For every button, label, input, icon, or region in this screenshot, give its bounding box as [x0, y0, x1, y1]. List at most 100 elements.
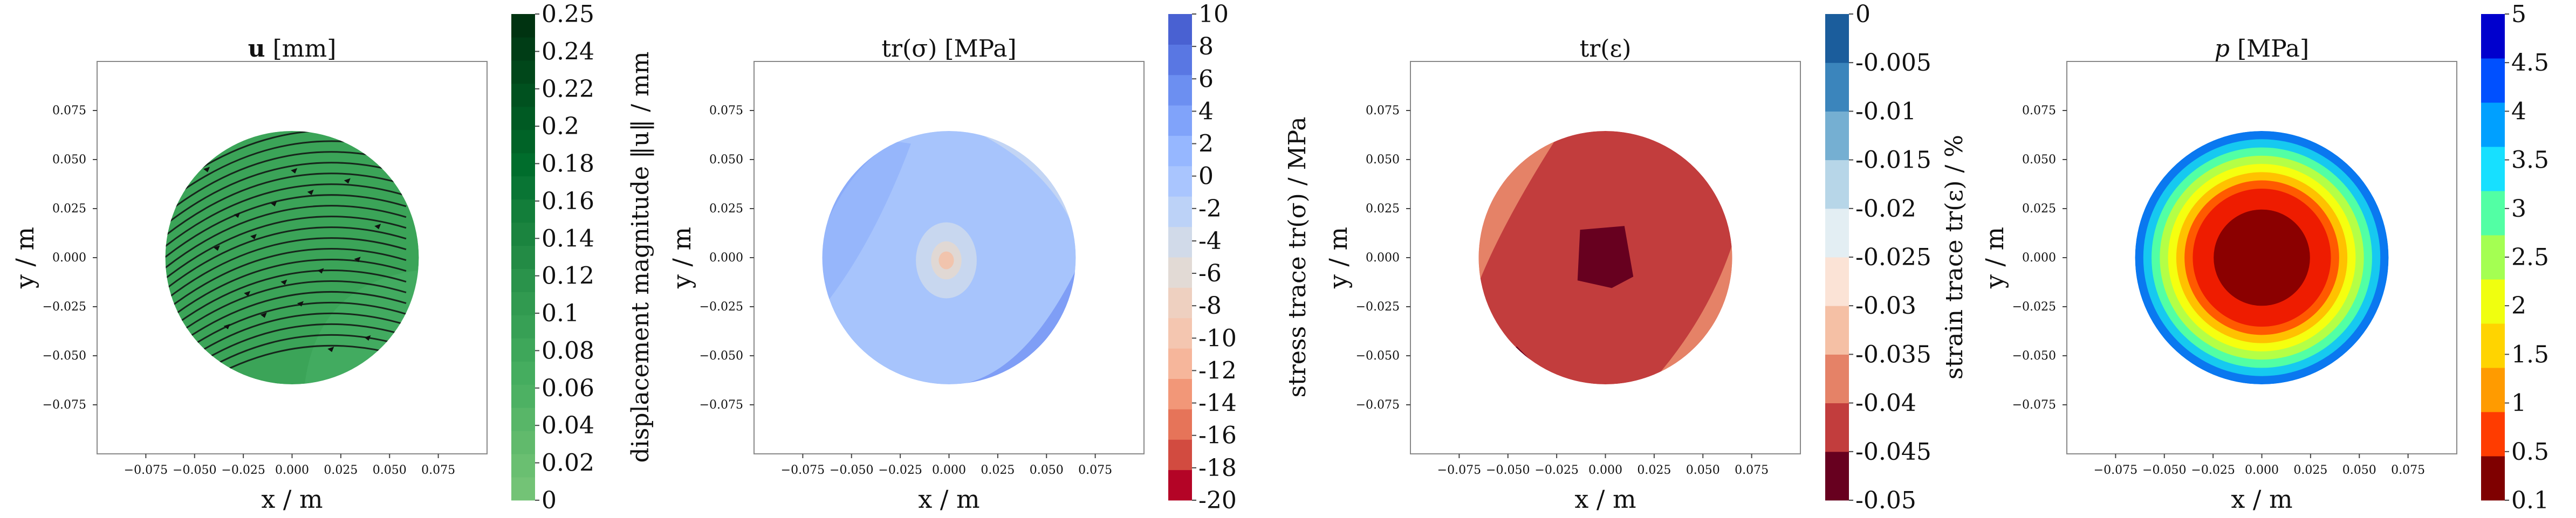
y-tick-label: −0.075 — [43, 398, 86, 412]
colorbar-tick-label: 0.08 — [542, 337, 594, 364]
colorbar-tick-label: -0.01 — [1855, 98, 1916, 125]
panel-title: p [MPa] — [2215, 35, 2309, 63]
colorbar-tick-label: 3 — [2511, 195, 2526, 223]
y-tick-label: 0.075 — [52, 104, 86, 118]
colorbar-band — [2481, 235, 2505, 280]
streamline-arrow — [203, 167, 210, 172]
streamline-arrow — [213, 245, 220, 251]
colorbar-band — [2481, 102, 2505, 147]
colorbar-band — [1825, 160, 1849, 209]
y-axis-label: y / m — [667, 227, 696, 289]
y-tick-label: 0.075 — [1366, 104, 1400, 118]
x-tick-label: −0.025 — [2191, 464, 2235, 477]
y-tick-label: 0.050 — [1366, 153, 1400, 167]
colorbar-band — [1168, 135, 1192, 167]
colorbar-band — [511, 361, 535, 385]
field-region — [1478, 131, 1732, 384]
streamline — [165, 280, 407, 344]
colorbar-tick-label: 0 — [1855, 1, 1871, 28]
colorbar-band — [2481, 323, 2505, 368]
x-tick-label: −0.050 — [1486, 464, 1530, 477]
x-tick-label: 0.000 — [1588, 464, 1622, 477]
x-tick-label: 0.050 — [1686, 464, 1720, 477]
streamline-arrow — [280, 279, 287, 285]
colorbar-band — [1168, 165, 1192, 197]
colorbar-band — [511, 245, 535, 269]
colorbar-band — [1168, 44, 1192, 75]
colorbar-band — [1825, 306, 1849, 355]
colorbar-band — [1168, 348, 1192, 379]
streamline-arrow — [297, 301, 304, 307]
y-tick-label: −0.075 — [2012, 398, 2056, 412]
x-axis-label: x / m — [2231, 485, 2292, 514]
colorbar-band — [1825, 451, 1849, 501]
streamline — [165, 183, 407, 247]
x-tick-label: −0.025 — [1534, 464, 1578, 477]
y-axis-label: y / m — [10, 227, 39, 289]
colorbar-band — [511, 199, 535, 223]
colorbar-band — [1825, 111, 1849, 161]
colorbar-tick-label: -0.04 — [1855, 390, 1916, 417]
colorbar-band — [1168, 409, 1192, 440]
colorbar-band — [511, 37, 535, 61]
y-tick-label: −0.025 — [700, 300, 743, 314]
colorbar-band — [511, 408, 535, 431]
colorbar-band — [1825, 354, 1849, 404]
colorbar-tick-label: 5 — [2511, 1, 2526, 28]
y-tick-label: 0.000 — [52, 251, 86, 265]
colorbar-tick-label: 0.16 — [542, 188, 594, 215]
colorbar-tick-label: 1 — [2511, 390, 2526, 417]
y-tick-label: 0.000 — [2022, 251, 2056, 265]
y-tick-label: 0.050 — [709, 153, 743, 167]
colorbar-band — [511, 153, 535, 177]
colorbar-tick-label: 2 — [1198, 130, 1214, 158]
y-tick-label: −0.050 — [43, 349, 86, 363]
colorbar-tick-label: -18 — [1198, 454, 1237, 482]
colorbar-label: strain trace tr(ε) / % — [1941, 135, 1968, 379]
colorbar-tick-label: 0 — [1198, 163, 1214, 190]
colorbar-band — [511, 176, 535, 200]
colorbar-tick-label: 0.04 — [542, 412, 594, 439]
colorbar-tick-label: -0.005 — [1855, 49, 1931, 77]
y-tick-label: −0.025 — [2012, 300, 2056, 314]
colorbar-tick-label: 6 — [1198, 65, 1214, 93]
streamline — [165, 270, 407, 333]
colorbar-tick-label: 0.1 — [2511, 487, 2549, 514]
colorbar-band — [511, 477, 535, 501]
colorbar-tick-label: -20 — [1198, 487, 1237, 514]
x-axis-label: x / m — [1574, 485, 1636, 514]
colorbar-band — [511, 338, 535, 362]
x-tick-label: 0.025 — [981, 464, 1015, 477]
streamline-arrow — [270, 201, 277, 206]
colorbar-band — [511, 268, 535, 292]
colorbar-tick-label: -2 — [1198, 195, 1222, 223]
colorbar-band — [1168, 257, 1192, 288]
colorbar-tick-label: 0 — [542, 487, 557, 514]
field-region — [2135, 131, 2389, 384]
y-tick-label: 0.075 — [709, 104, 743, 118]
x-tick-label: −0.075 — [2094, 464, 2137, 477]
colorbar-band — [511, 129, 535, 154]
x-axis-label: x / m — [261, 485, 323, 514]
y-tick-label: −0.050 — [2012, 349, 2056, 363]
colorbar-tick-label: 0.22 — [542, 75, 594, 103]
y-tick-label: 0.075 — [2022, 104, 2056, 118]
x-tick-label: −0.050 — [2142, 464, 2186, 477]
colorbar-band — [1825, 14, 1849, 63]
x-tick-label: 0.025 — [2293, 464, 2327, 477]
colorbar-band — [1168, 287, 1192, 319]
x-tick-label: 0.050 — [2342, 464, 2376, 477]
panel-2: −0.075 −0.050 −0.025 0.000 0.025 0.050 0.075 0.… — [667, 1, 1311, 514]
colorbar: 10 8 6 4 2 0 -2 -4 -6 -8 -10 -12 -14 -16 -18 -20 stress … — [1168, 1, 1311, 514]
streamline — [165, 216, 407, 279]
colorbar-band — [1825, 63, 1849, 112]
colorbar-band — [511, 222, 535, 246]
colorbar-tick-label: 0.14 — [542, 225, 594, 252]
colorbar-tick-label: 0.5 — [2511, 438, 2549, 466]
y-tick-label: 0.025 — [52, 202, 86, 216]
panel-title: u [mm] — [248, 35, 337, 63]
strain-center — [1577, 226, 1634, 288]
streamline-arrow — [344, 178, 351, 184]
y-tick-label: 0.050 — [52, 153, 86, 167]
y-tick-label: 0.000 — [709, 251, 743, 265]
